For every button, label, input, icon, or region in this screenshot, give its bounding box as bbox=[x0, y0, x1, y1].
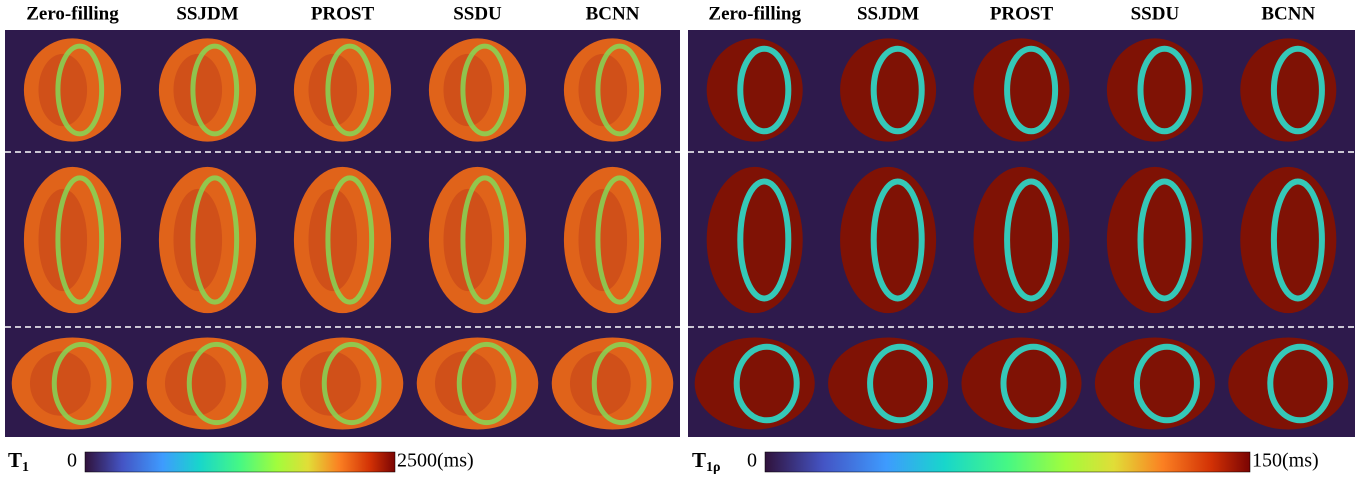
heart-map-texture bbox=[308, 188, 358, 292]
myocardium bbox=[51, 341, 112, 426]
column-header: PROST bbox=[990, 3, 1054, 24]
colorbar-symbol-main: T bbox=[8, 448, 22, 472]
column-header: PROST bbox=[311, 3, 375, 24]
heart-map-texture bbox=[578, 53, 628, 127]
myocardium bbox=[1270, 45, 1325, 135]
myocardium bbox=[1000, 343, 1067, 424]
heart-map-texture bbox=[443, 53, 493, 127]
colorbar-symbol-subscript: 1 bbox=[22, 460, 29, 475]
colorbar-min: 0 bbox=[67, 450, 77, 472]
myocardium bbox=[1133, 343, 1200, 424]
heart-map-texture bbox=[308, 53, 358, 127]
heart-map bbox=[828, 337, 949, 430]
column-header: Zero-filling bbox=[708, 3, 801, 24]
myocardium bbox=[737, 178, 792, 302]
heart-map bbox=[1240, 38, 1337, 142]
column-header: SSJDM bbox=[176, 3, 238, 24]
heart-map bbox=[1094, 337, 1215, 430]
heart-map-texture bbox=[29, 351, 91, 416]
myocardium bbox=[737, 45, 792, 135]
heart-map-texture bbox=[173, 188, 223, 292]
colorbar-min: 0 bbox=[747, 450, 757, 472]
colorbar-max: 150(ms) bbox=[1252, 450, 1319, 472]
heart-map bbox=[973, 166, 1070, 314]
heart-map bbox=[840, 166, 937, 314]
column-header: BCNN bbox=[586, 3, 640, 24]
heart-map-texture bbox=[164, 351, 226, 416]
heart-map bbox=[1240, 166, 1337, 314]
heart-map bbox=[694, 337, 815, 430]
myocardium bbox=[1267, 343, 1334, 424]
myocardium bbox=[1004, 178, 1059, 302]
myocardium bbox=[870, 45, 925, 135]
heart-map-texture bbox=[578, 188, 628, 292]
colorbar-symbol-subscript: 1ρ bbox=[706, 460, 721, 475]
myocardium bbox=[460, 43, 510, 137]
colorbar-symbol-main: T bbox=[692, 448, 706, 472]
myocardium bbox=[1137, 178, 1192, 302]
heart-map bbox=[973, 38, 1070, 142]
myocardium bbox=[55, 175, 105, 305]
myocardium bbox=[325, 43, 375, 137]
column-header: SSDU bbox=[453, 3, 502, 24]
myocardium bbox=[870, 178, 925, 302]
heart-map bbox=[840, 38, 937, 142]
heart-map-texture bbox=[434, 351, 496, 416]
colorbar bbox=[84, 451, 396, 473]
myocardium bbox=[867, 343, 934, 424]
myocardium bbox=[55, 43, 105, 137]
heart-map bbox=[1228, 337, 1349, 430]
myocardium bbox=[456, 341, 517, 426]
myocardium bbox=[325, 175, 375, 305]
myocardium bbox=[595, 43, 645, 137]
myocardium bbox=[460, 175, 510, 305]
column-header: SSJDM bbox=[857, 3, 919, 24]
colorbar-symbol: T1ρ bbox=[692, 448, 721, 475]
heart-map-texture bbox=[443, 188, 493, 292]
colorbar bbox=[764, 451, 1251, 473]
myocardium bbox=[190, 175, 240, 305]
myocardium bbox=[190, 43, 240, 137]
colorbar-max: 2500(ms) bbox=[397, 450, 474, 472]
heart-map-texture bbox=[299, 351, 361, 416]
myocardium bbox=[595, 175, 645, 305]
myocardium bbox=[733, 343, 800, 424]
heart-map bbox=[706, 38, 803, 142]
myocardium bbox=[321, 341, 382, 426]
myocardium bbox=[1137, 45, 1192, 135]
column-header: BCNN bbox=[1261, 3, 1315, 24]
column-header: Zero-filling bbox=[26, 3, 119, 24]
myocardium bbox=[186, 341, 247, 426]
colorbar-symbol: T1 bbox=[8, 448, 29, 475]
myocardium bbox=[591, 341, 652, 426]
heart-map bbox=[961, 337, 1082, 430]
heart-map-texture bbox=[173, 53, 223, 127]
myocardium bbox=[1270, 178, 1325, 302]
heart-map bbox=[1106, 38, 1203, 142]
heart-map-texture bbox=[38, 188, 88, 292]
myocardium bbox=[1004, 45, 1059, 135]
heart-map bbox=[1106, 166, 1203, 314]
heart-map-texture bbox=[569, 351, 631, 416]
column-header: SSDU bbox=[1131, 3, 1180, 24]
heart-map-texture bbox=[38, 53, 88, 127]
heart-map bbox=[706, 166, 803, 314]
